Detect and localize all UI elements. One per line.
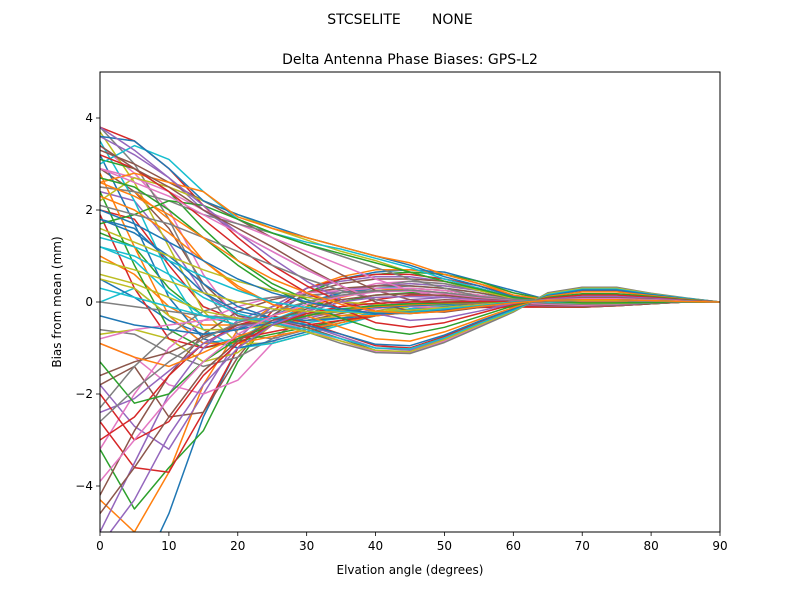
x-tick-label: 10 [161, 539, 176, 553]
x-tick-label: 60 [506, 539, 521, 553]
x-tick-label: 50 [437, 539, 452, 553]
series-line-42 [100, 172, 720, 303]
y-tick-label: 4 [85, 111, 93, 125]
series-line-20 [100, 140, 720, 349]
y-tick-label: 0 [85, 295, 93, 309]
y-tick-label: −4 [75, 479, 93, 493]
series-line-57 [100, 167, 720, 309]
x-tick-label: 20 [230, 539, 245, 553]
y-tick-label: −2 [75, 387, 93, 401]
x-tick-label: 0 [96, 539, 104, 553]
x-tick-label: 40 [368, 539, 383, 553]
x-axis-ticks: 0 10 20 30 40 50 60 70 80 90 [96, 532, 728, 553]
y-axis-ticks: −4 −2 0 2 4 [75, 111, 100, 493]
series-line-51 [100, 218, 720, 347]
x-tick-label: 30 [299, 539, 314, 553]
chart-suptitle: STCSELITE NONE [327, 12, 472, 28]
series-line-49 [100, 273, 720, 353]
x-tick-label: 70 [575, 539, 590, 553]
series-line-50 [100, 246, 720, 350]
chart-title: Delta Antenna Phase Biases: GPS-L2 [282, 52, 538, 68]
x-tick-label: 80 [643, 539, 658, 553]
y-tick-label: 2 [85, 203, 93, 217]
y-axis-label: Bias from mean (mm) [50, 236, 64, 367]
series-line-55 [100, 126, 720, 322]
x-axis-label: Elvation angle (degrees) [337, 563, 484, 577]
x-tick-label: 90 [712, 539, 727, 553]
series-line-72 [100, 181, 720, 315]
series-line-56 [100, 144, 720, 313]
series-layer [100, 126, 720, 532]
series-line-54 [100, 154, 720, 329]
